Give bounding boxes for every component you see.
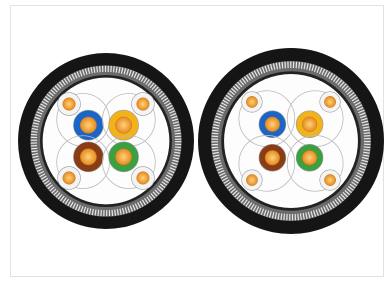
conductor [115,117,131,133]
conductor [302,117,317,132]
conductor [324,96,335,107]
conductor [246,174,257,185]
conductor [137,172,150,185]
conductor [246,96,257,107]
conductor [265,150,280,165]
conductor [115,149,131,165]
conductor [265,117,280,132]
inner-fill [224,74,358,208]
conductor [302,150,317,165]
conductor [63,172,76,185]
photo [0,0,390,282]
conductor [137,98,150,111]
conductor [80,149,96,165]
conductor [80,117,96,133]
cable-illustration [0,0,390,282]
conductor [324,174,335,185]
conductor [63,98,76,111]
